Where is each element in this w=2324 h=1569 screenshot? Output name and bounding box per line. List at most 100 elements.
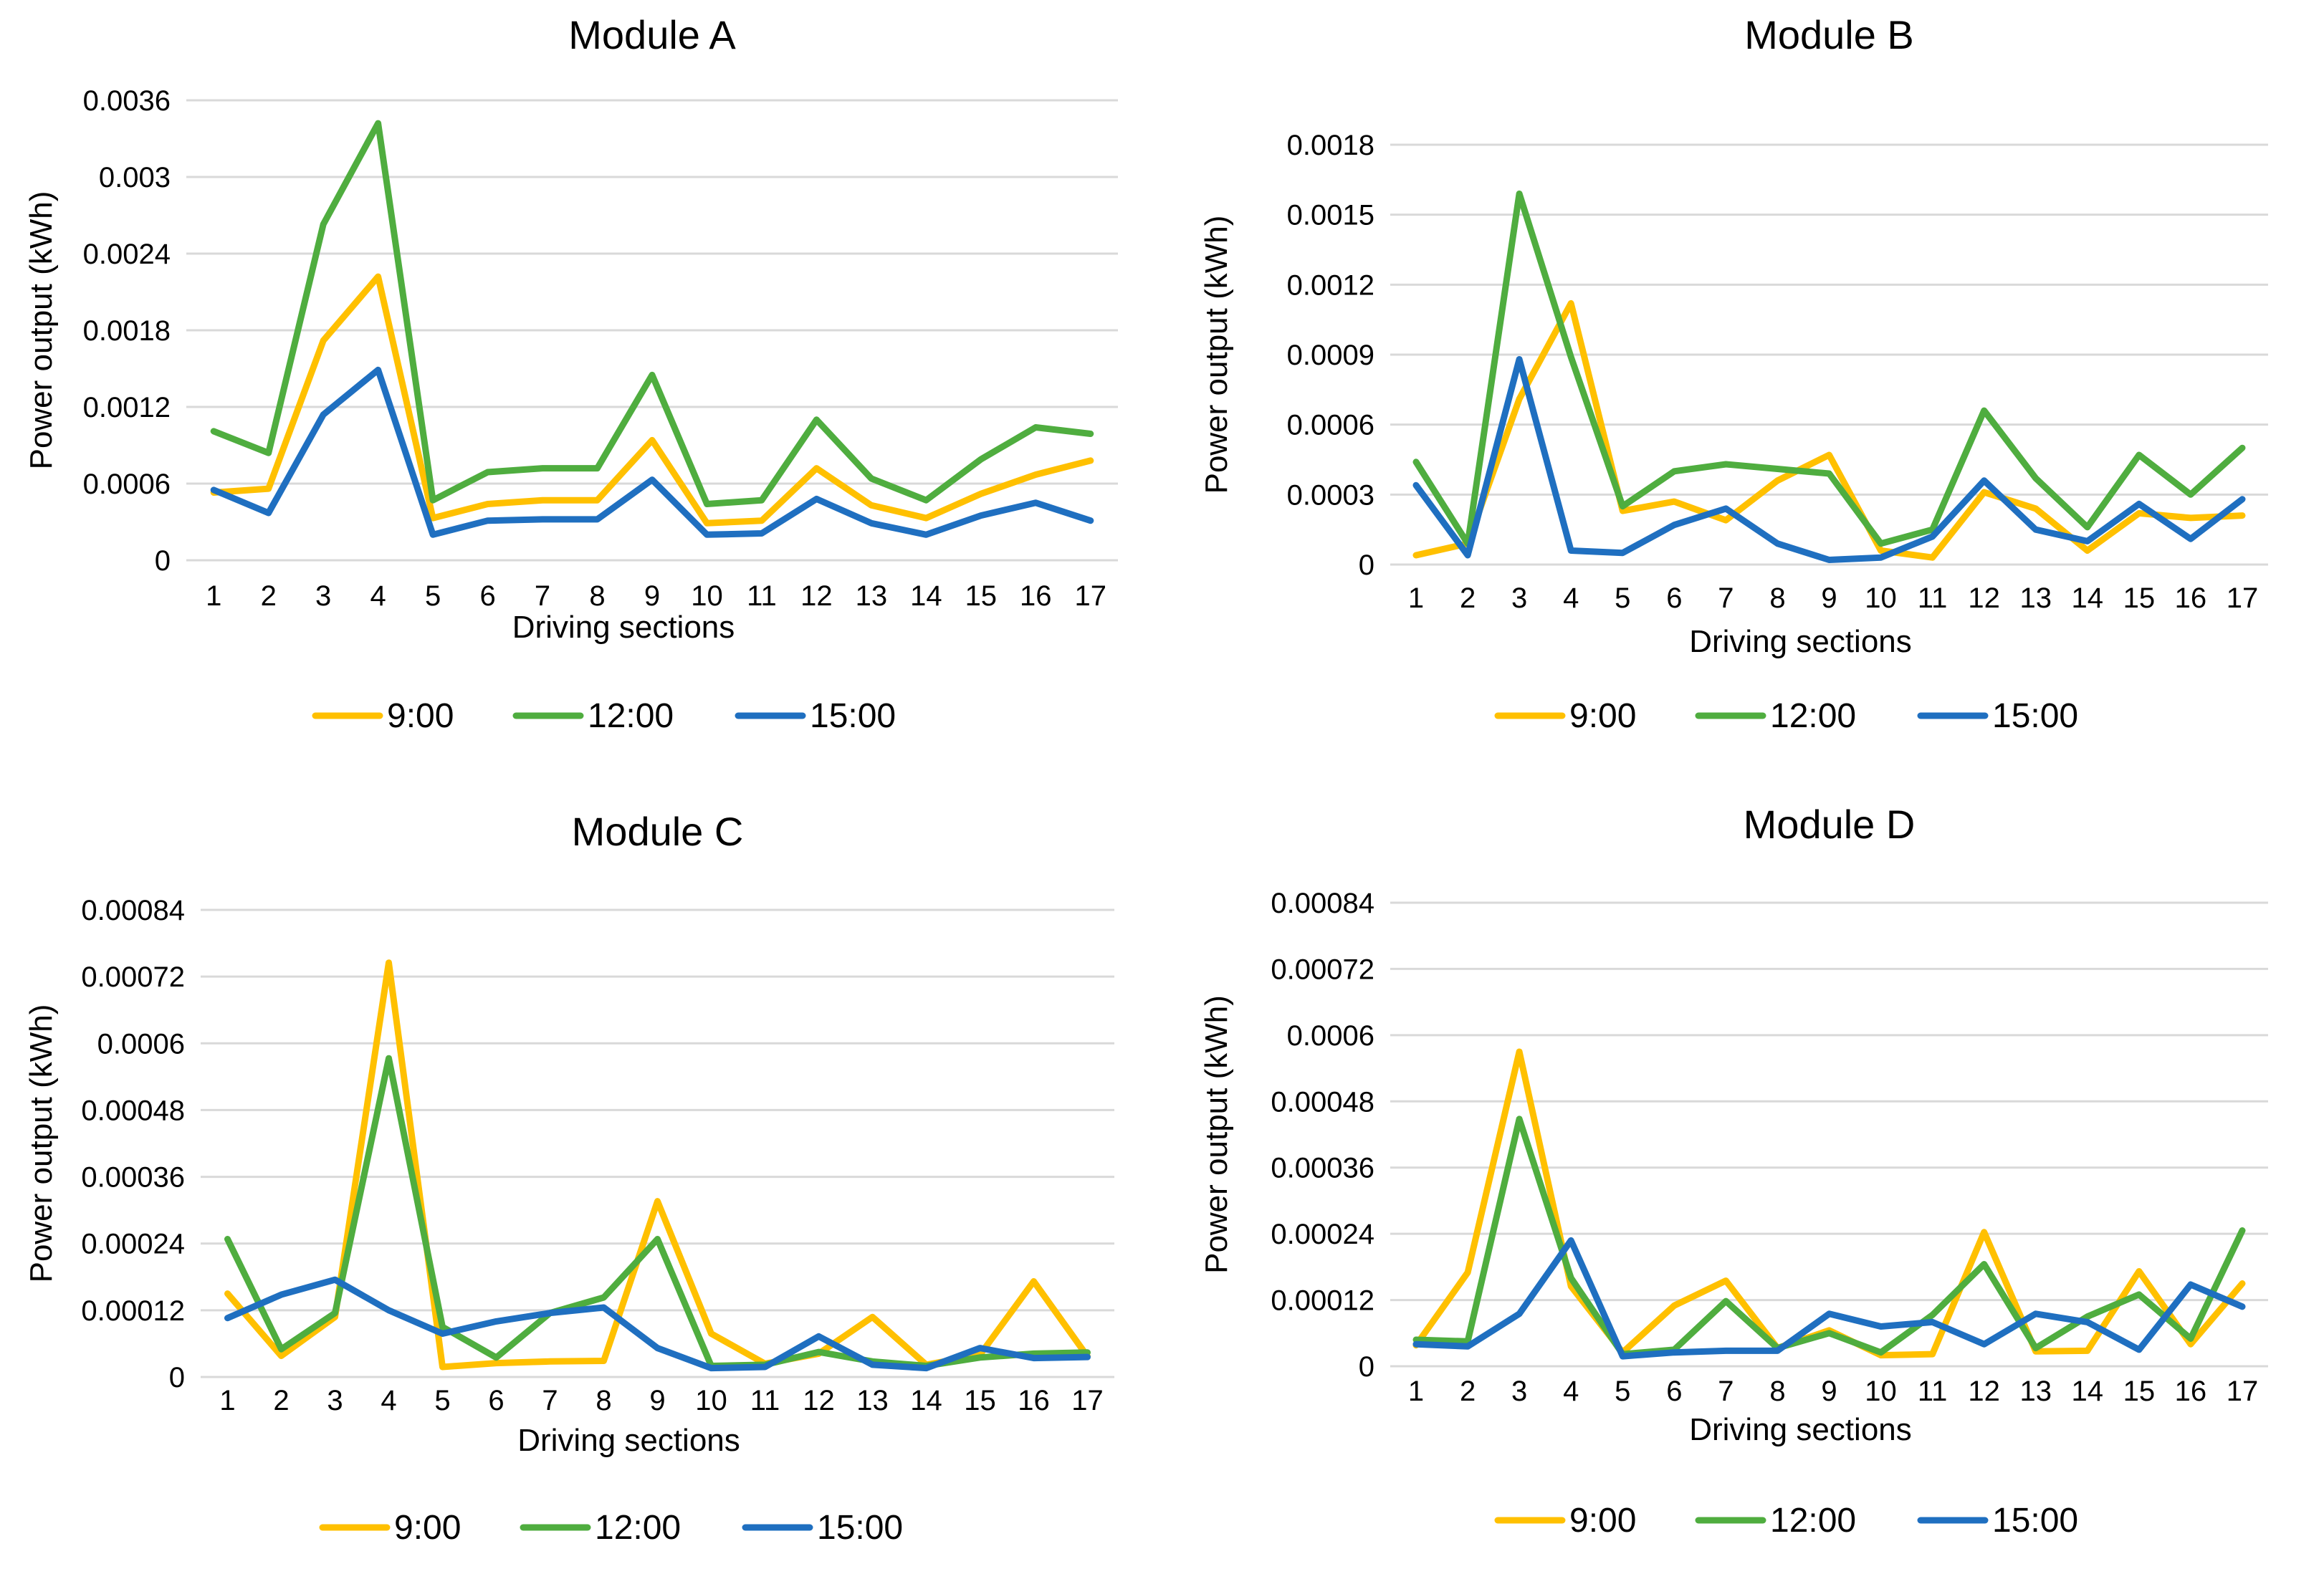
y-tick-label: 0.0009 xyxy=(1287,340,1374,371)
series-line-1500 xyxy=(224,1276,1091,1372)
x-tick-label: 17 xyxy=(2227,1376,2259,1407)
x-tick-label: 3 xyxy=(315,580,331,612)
x-tick-label: 7 xyxy=(1718,582,1734,614)
x-tick-label: 5 xyxy=(425,580,441,612)
y-tick-label: 0.00072 xyxy=(1271,954,1374,985)
x-tick-label: 14 xyxy=(910,580,942,612)
y-tick-label: 0.0015 xyxy=(1287,200,1374,231)
x-tick-label: 17 xyxy=(1071,1385,1104,1416)
y-tick-label: 0.0006 xyxy=(97,1028,185,1060)
legend-label: 15:00 xyxy=(1992,697,2078,735)
y-tick-label: 0.0012 xyxy=(83,392,171,423)
x-tick-label: 13 xyxy=(856,1385,889,1416)
chart-module-a: Module A 0 0.0006 0.0012 0.0018 0.0024 0.003 0.… xyxy=(0,0,1147,781)
x-tick-label: 9 xyxy=(1821,582,1837,614)
x-tick-label: 1 xyxy=(206,580,221,612)
y-axis-label: Power output (kWh) xyxy=(24,1004,59,1283)
x-tick-label: 13 xyxy=(2019,582,2052,614)
x-tick-label: 2 xyxy=(273,1385,289,1416)
x-tick-label: 16 xyxy=(1018,1385,1050,1416)
legend-label: 12:00 xyxy=(1770,697,1856,735)
y-tick-label: 0.0018 xyxy=(83,315,171,347)
x-tick-label: 9 xyxy=(644,580,660,612)
x-tick-label: 1 xyxy=(1408,1376,1424,1407)
x-tick-label: 10 xyxy=(695,1385,727,1416)
series-line-1200 xyxy=(224,1055,1091,1369)
legend-label: 12:00 xyxy=(595,1509,681,1547)
y-tick-label: 0 xyxy=(1359,1351,1374,1383)
x-axis-label: Driving sections xyxy=(517,1423,740,1458)
x-tick-label: 2 xyxy=(1460,1376,1476,1407)
x-tick-label: 7 xyxy=(542,1385,558,1416)
x-tick-label: 2 xyxy=(1460,582,1476,614)
series-line-900 xyxy=(1412,299,2246,561)
x-tick-label: 3 xyxy=(327,1385,343,1416)
x-tick-label: 5 xyxy=(434,1385,450,1416)
chart-title: Module A xyxy=(568,12,736,57)
x-tick-label: 16 xyxy=(2175,582,2207,614)
y-tick-label: 0.0006 xyxy=(83,469,171,500)
x-tick-label: 13 xyxy=(2019,1376,2052,1407)
y-tick-label: 0.00024 xyxy=(1271,1219,1374,1250)
x-tick-label: 8 xyxy=(1769,1376,1785,1407)
series-line-1200 xyxy=(1412,190,2246,547)
y-tick-label: 0.0003 xyxy=(1287,479,1374,511)
y-tick-label: 0.00048 xyxy=(1271,1086,1374,1118)
x-tick-label: 14 xyxy=(2072,1376,2104,1407)
chart-module-c-svg: Module C 0 0.00012 0.00024 0.00036 0.00048 0.0… xyxy=(24,809,1114,1547)
x-tick-label: 1 xyxy=(1408,582,1424,614)
x-tick-label: 16 xyxy=(2175,1376,2207,1407)
chart-module-b-svg: Module B 0 0.0003 0.0006 0.0009 0.0012 0.0015 0… xyxy=(1199,12,2268,735)
y-tick-label: 0.00084 xyxy=(81,895,185,926)
y-tick-label: 0.0018 xyxy=(1287,130,1374,161)
x-tick-label: 17 xyxy=(1075,580,1107,612)
x-tick-label: 13 xyxy=(856,580,888,612)
x-tick-label: 5 xyxy=(1615,582,1630,614)
x-tick-label: 11 xyxy=(1918,582,1948,614)
x-tick-label: 12 xyxy=(1968,1376,2000,1407)
x-tick-label: 12 xyxy=(1968,582,2000,614)
x-tick-label: 9 xyxy=(1821,1376,1837,1407)
y-tick-label: 0.0012 xyxy=(1287,269,1374,301)
chart-module-d-svg: Module D 0 0.00012 0.00024 0.00036 0.00048 0.0… xyxy=(1199,802,2268,1540)
x-tick-label: 11 xyxy=(1918,1376,1948,1407)
y-tick-label: 0.0024 xyxy=(83,239,171,270)
x-tick-label: 17 xyxy=(2227,582,2259,614)
x-tick-label: 5 xyxy=(1615,1376,1630,1407)
y-axis-label: Power output (kWh) xyxy=(1199,995,1234,1274)
legend-label: 9:00 xyxy=(1569,1502,1636,1540)
y-tick-label: 0.0036 xyxy=(83,85,171,117)
x-tick-label: 11 xyxy=(747,580,777,612)
x-tick-label: 4 xyxy=(381,1385,396,1416)
series-line-1200 xyxy=(210,120,1094,507)
x-tick-label: 8 xyxy=(1769,582,1785,614)
y-tick-label: 0.0006 xyxy=(1287,410,1374,441)
x-tick-label: 10 xyxy=(1865,582,1897,614)
y-tick-label: 0.00036 xyxy=(81,1162,185,1194)
y-tick-label: 0.00024 xyxy=(81,1229,185,1260)
x-tick-label: 3 xyxy=(1511,582,1527,614)
legend-label: 9:00 xyxy=(1569,697,1636,735)
x-tick-label: 4 xyxy=(370,580,386,612)
x-axis-label: Driving sections xyxy=(1689,624,1912,659)
x-tick-label: 15 xyxy=(965,580,998,612)
y-tick-label: 0.00084 xyxy=(1271,888,1374,919)
chart-title: Module C xyxy=(572,809,744,854)
y-tick-label: 0.00048 xyxy=(81,1095,185,1126)
x-tick-label: 10 xyxy=(691,580,723,612)
legend-label: 15:00 xyxy=(817,1509,903,1547)
x-axis-label: Driving sections xyxy=(1689,1412,1912,1447)
x-tick-label: 15 xyxy=(964,1385,996,1416)
chart-title: Module D xyxy=(1744,802,1916,847)
legend-label: 12:00 xyxy=(1770,1502,1856,1540)
series-line-1200 xyxy=(1412,1115,2246,1358)
y-tick-label: 0.00012 xyxy=(1271,1285,1374,1317)
chart-module-c: Module C 0 0.00012 0.00024 0.00036 0.00048 0.0… xyxy=(0,788,1147,1569)
x-tick-label: 6 xyxy=(1666,582,1682,614)
y-tick-label: 0.00036 xyxy=(1271,1153,1374,1184)
legend-label: 9:00 xyxy=(387,697,454,735)
series-line-900 xyxy=(224,959,1091,1371)
x-tick-label: 16 xyxy=(1020,580,1052,612)
y-tick-label: 0.00072 xyxy=(81,961,185,993)
x-tick-label: 8 xyxy=(596,1385,611,1416)
